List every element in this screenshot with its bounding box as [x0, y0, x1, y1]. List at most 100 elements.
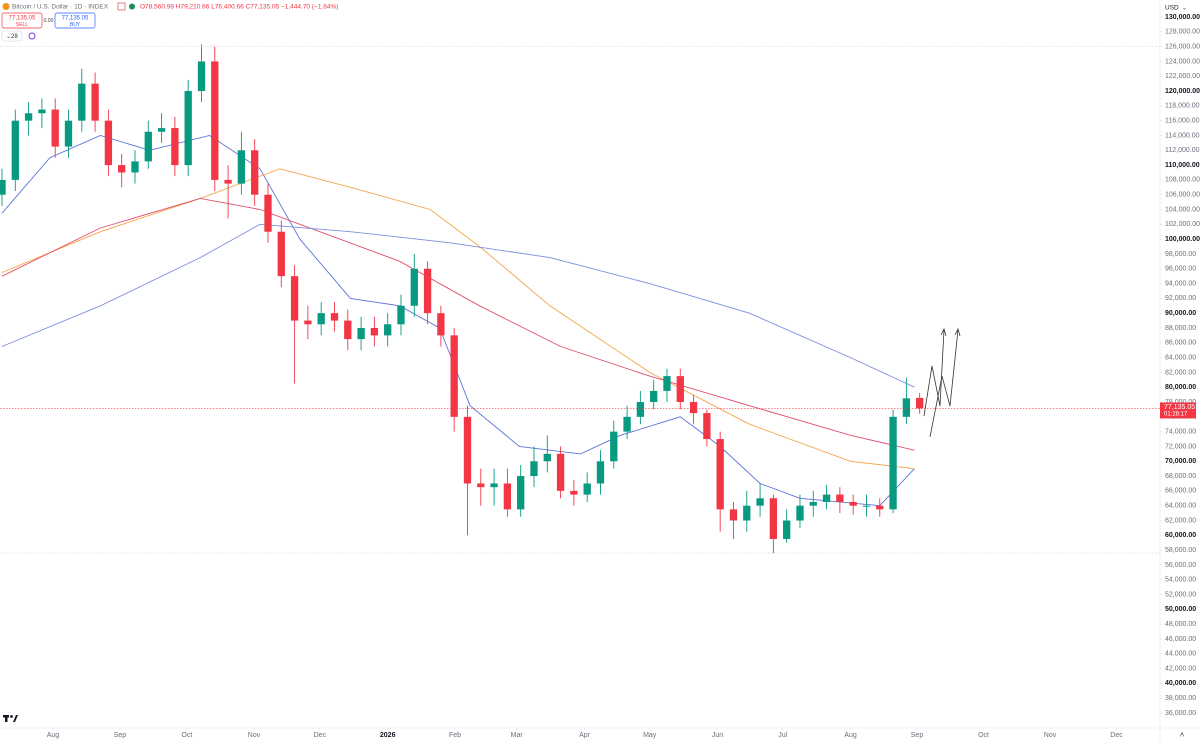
candle-body	[862, 505, 871, 507]
y-tick-label: 106,000.00	[1165, 192, 1200, 199]
y-tick-label: 46,000.00	[1165, 636, 1196, 643]
candle-body	[0, 179, 6, 195]
currency[interactable]: USD	[1165, 5, 1179, 12]
y-tick-label: 68,000.00	[1165, 473, 1196, 480]
y-tick-label: 40,000.00	[1165, 680, 1196, 687]
candle-body	[596, 461, 605, 484]
y-tick-label: 96,000.00	[1165, 266, 1196, 273]
candle-body	[889, 416, 897, 510]
ohlc-values: O78,560.98 H79,210.66 L76,400.66 C77,135…	[140, 4, 338, 11]
candle-body	[689, 402, 698, 414]
candle-body	[370, 327, 379, 336]
candle-body	[822, 494, 831, 502]
y-tick-label: 130,000.00	[1165, 14, 1200, 21]
settings-icon[interactable]: A	[1180, 733, 1184, 739]
status-icon	[129, 3, 135, 10]
y-tick-label: 104,000.00	[1165, 206, 1200, 213]
sell-label: SELL	[16, 22, 28, 28]
x-tick-label: Dec	[1110, 732, 1123, 739]
symbol-title: Bitcoin / U.S. Dollar · 1D · INDEX	[12, 4, 109, 11]
logo-part	[13, 715, 18, 722]
moving-average	[1, 168, 915, 470]
y-tick-label: 126,000.00	[1165, 43, 1200, 50]
candle-body	[796, 505, 804, 521]
y-tick-label: 62,000.00	[1165, 517, 1196, 524]
candle-body	[716, 439, 724, 510]
candle-body	[570, 490, 578, 495]
candle-body	[171, 128, 179, 166]
candle-body	[330, 313, 339, 321]
candle-body	[556, 453, 565, 491]
tv-logo	[3, 715, 18, 722]
y-tick-label: 94,000.00	[1165, 280, 1196, 287]
candle-body	[131, 161, 139, 173]
y-tick-label: 58,000.00	[1165, 547, 1196, 554]
x-tick-label: Sep	[114, 732, 127, 739]
y-tick-label: 64,000.00	[1165, 503, 1196, 510]
projection-path	[929, 329, 959, 438]
candle-body	[157, 128, 166, 132]
y-tick-label: 54,000.00	[1165, 577, 1196, 584]
candle-body	[24, 113, 33, 121]
moving-average	[1, 223, 915, 388]
candle-body	[463, 416, 472, 484]
candle-body	[317, 313, 325, 325]
candle-body	[410, 268, 418, 306]
arrow-head	[940, 327, 947, 337]
candle-body	[450, 335, 458, 417]
candle-body	[91, 83, 99, 121]
price-tag	[1160, 402, 1196, 419]
candle-body	[384, 324, 392, 336]
indicator-icon[interactable]	[28, 32, 36, 40]
candle-body	[197, 61, 206, 92]
x-tick-label: Nov	[1044, 732, 1057, 739]
buy-button[interactable]	[54, 12, 96, 29]
price-tag-value: 77,135.05	[1164, 404, 1195, 411]
y-tick-label: 120,000.00	[1165, 88, 1200, 95]
flag-icon[interactable]	[117, 2, 126, 11]
x-tick-label: May	[643, 732, 657, 739]
y-tick-label: 72,000.00	[1165, 443, 1196, 450]
candle-body	[503, 483, 512, 510]
x-tick-label: Oct	[181, 732, 192, 739]
symbol-icon	[2, 3, 10, 10]
candle-body	[663, 376, 671, 391]
chevron: ⌄	[6, 34, 11, 40]
candle-body	[703, 413, 711, 440]
candle-body	[304, 320, 312, 325]
candle-body	[357, 327, 365, 340]
y-tick-label: 128,000.00	[1165, 29, 1200, 36]
candle-body	[290, 276, 299, 321]
candle-body	[264, 194, 272, 232]
buy-label: BUY	[70, 22, 81, 28]
candle-body	[251, 150, 259, 195]
candle-body	[756, 498, 764, 506]
candle-body	[437, 313, 445, 336]
candle-body	[118, 165, 126, 173]
y-tick-label: 44,000.00	[1165, 651, 1196, 658]
y-tick-label: 118,000.00	[1165, 103, 1200, 110]
y-tick-label: 36,000.00	[1165, 710, 1196, 717]
y-tick-label: 60,000.00	[1165, 532, 1196, 539]
candle-body	[144, 131, 152, 162]
y-tick-label: 84,000.00	[1165, 354, 1196, 361]
spread: 0.00	[44, 18, 54, 24]
candle-body	[64, 120, 73, 147]
sell-button[interactable]	[1, 12, 43, 29]
candle-body	[517, 476, 525, 510]
candle-body	[477, 483, 485, 488]
sell-price: 77,135.05	[9, 16, 36, 22]
y-tick-label: 100,000.00	[1165, 236, 1200, 243]
candle-body	[902, 398, 911, 417]
candle-body	[78, 83, 86, 121]
y-tick-label: 78,000.00	[1165, 399, 1196, 406]
y-tick-label: 70,000.00	[1165, 458, 1196, 465]
y-tick-label: 88,000.00	[1165, 325, 1196, 332]
y-tick-label: 122,000.00	[1165, 73, 1200, 80]
y-tick-label: 114,000.00	[1165, 132, 1200, 139]
indicators-toggle[interactable]	[1, 30, 23, 42]
moving-average	[1, 197, 915, 451]
candle-body	[650, 390, 658, 403]
candle-body	[490, 483, 498, 488]
y-tick-label: 52,000.00	[1165, 591, 1196, 598]
